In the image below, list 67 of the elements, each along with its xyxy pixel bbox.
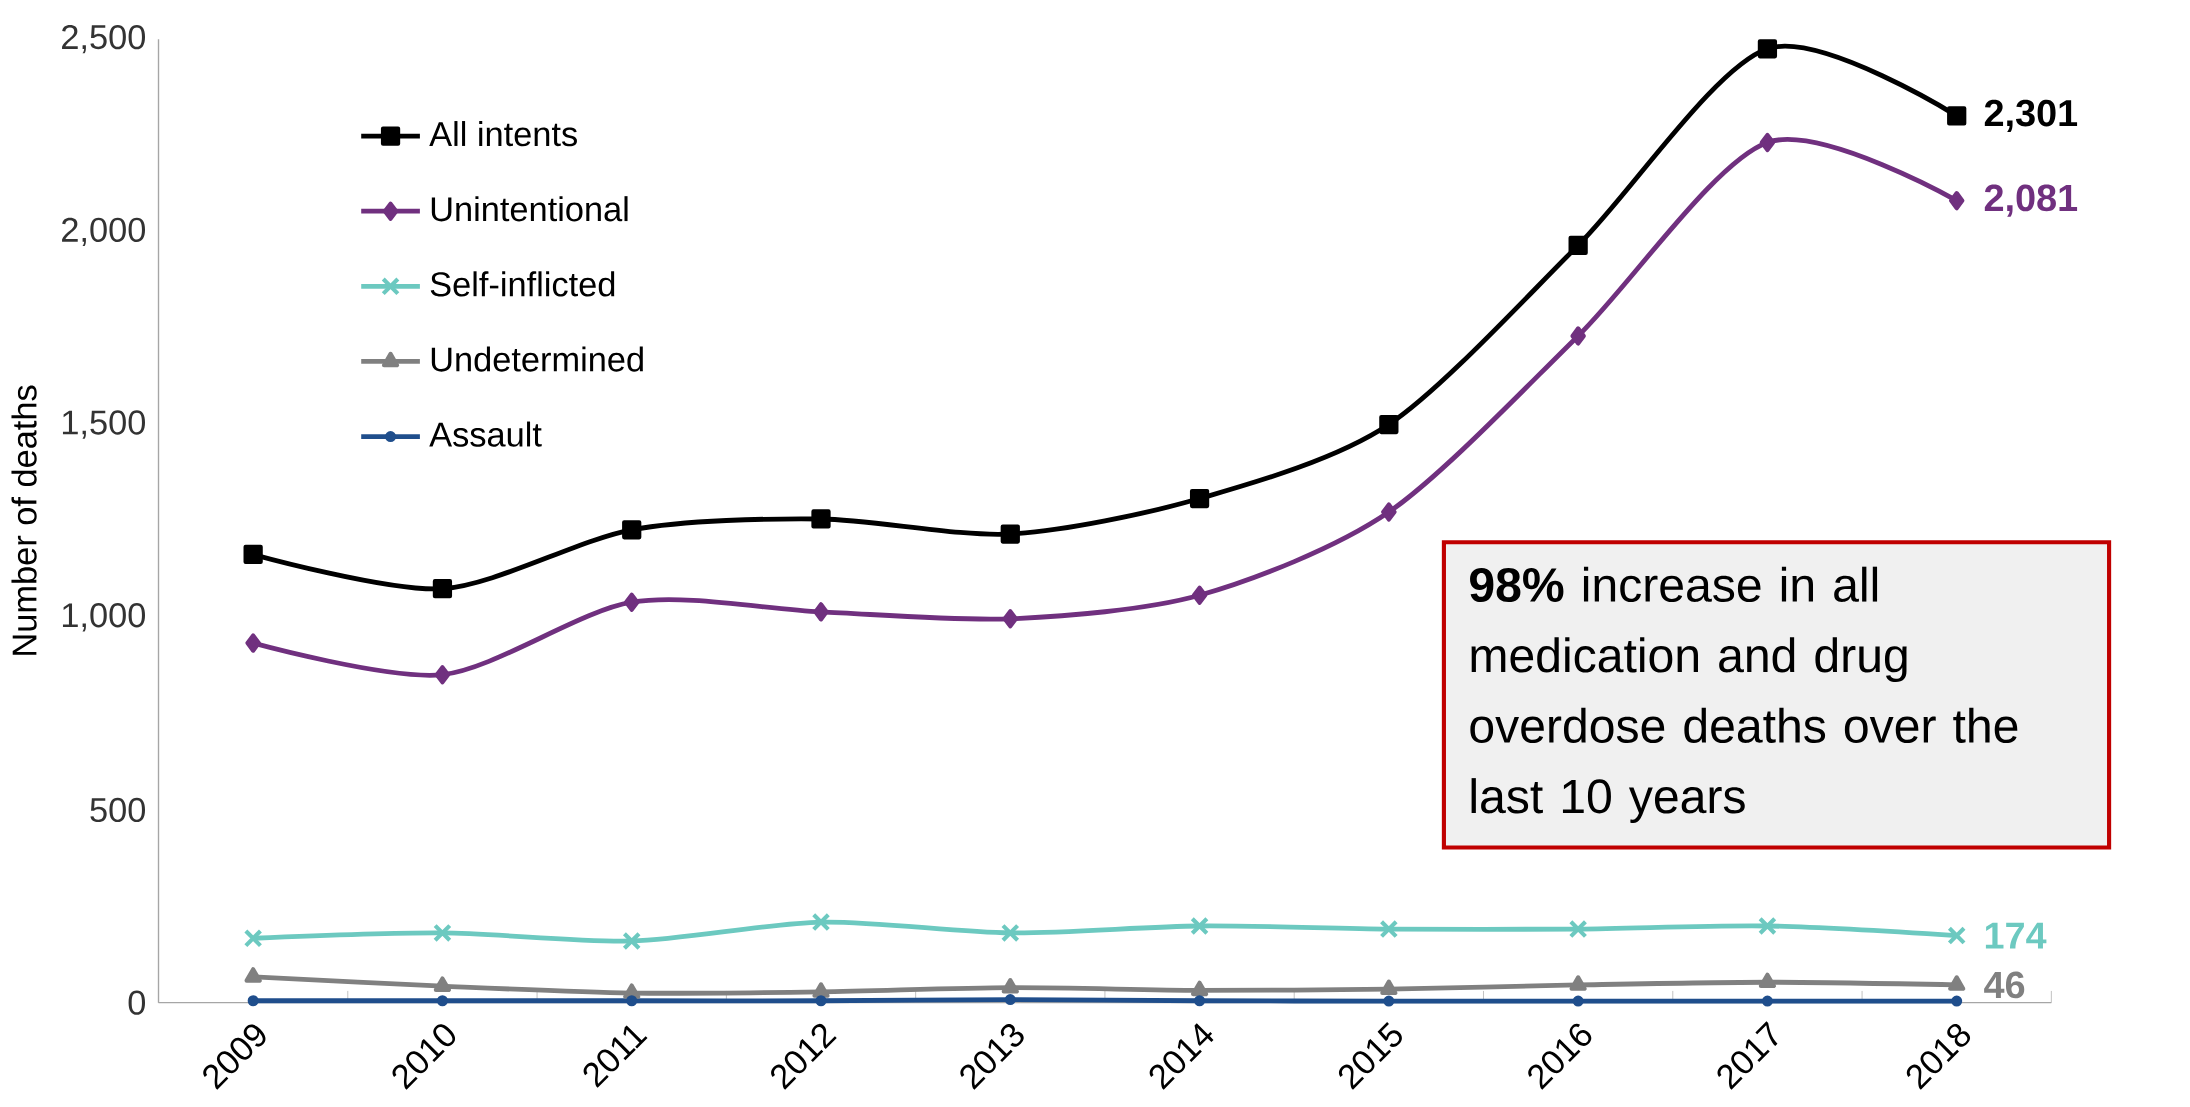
point bbox=[1190, 916, 1209, 936]
legend-label: Undetermined bbox=[431, 346, 643, 372]
point bbox=[1004, 993, 1016, 1005]
point bbox=[813, 602, 829, 622]
point bbox=[1758, 972, 1777, 988]
point bbox=[1948, 975, 1966, 991]
point bbox=[622, 931, 642, 951]
data-label: 174 bbox=[1985, 922, 2047, 949]
point bbox=[811, 912, 831, 932]
point bbox=[432, 578, 453, 599]
point bbox=[815, 995, 827, 1007]
point bbox=[433, 976, 452, 992]
point bbox=[1189, 488, 1210, 509]
legend-label: Self-inflicted bbox=[430, 271, 615, 297]
point bbox=[244, 967, 262, 983]
point bbox=[436, 995, 448, 1007]
point bbox=[1002, 608, 1019, 629]
point bbox=[1000, 923, 1020, 943]
point bbox=[245, 633, 261, 653]
point bbox=[1001, 977, 1019, 994]
point bbox=[1568, 919, 1588, 939]
y-axis-title: Number of deaths bbox=[11, 385, 37, 655]
point bbox=[1190, 980, 1209, 997]
y-tick-label: 2,000 bbox=[62, 217, 146, 246]
point bbox=[1569, 975, 1587, 991]
point bbox=[1000, 524, 1020, 544]
point bbox=[1759, 132, 1776, 152]
point bbox=[1948, 190, 1965, 211]
legend-label: All intents bbox=[429, 120, 577, 147]
point bbox=[1194, 995, 1206, 1007]
data-label: 46 bbox=[1984, 971, 2025, 999]
point bbox=[1572, 995, 1584, 1007]
y-tick-label: 0 bbox=[128, 990, 146, 1015]
y-tick-label: 1,500 bbox=[62, 410, 146, 439]
point bbox=[1758, 916, 1777, 936]
point bbox=[1947, 106, 1967, 126]
point bbox=[1951, 995, 1963, 1007]
y-tick-label: 500 bbox=[90, 797, 146, 822]
point bbox=[623, 983, 641, 999]
annotation: 98% increase in all medication and drug overdose deaths over the last 10 years bbox=[1470, 566, 2018, 823]
point bbox=[243, 928, 263, 948]
point bbox=[1761, 995, 1773, 1007]
point bbox=[623, 592, 640, 612]
point bbox=[626, 995, 638, 1007]
point bbox=[1379, 919, 1399, 939]
point bbox=[812, 982, 830, 998]
point bbox=[1381, 502, 1397, 522]
point bbox=[243, 544, 263, 564]
point bbox=[1380, 979, 1398, 995]
point bbox=[1379, 414, 1399, 435]
point bbox=[622, 519, 642, 540]
y-tick-label: 1,000 bbox=[62, 602, 146, 632]
point bbox=[811, 509, 831, 529]
point bbox=[1568, 235, 1588, 255]
y-tick-label: 2,500 bbox=[62, 24, 146, 54]
point bbox=[434, 664, 451, 685]
point bbox=[1383, 995, 1395, 1007]
point bbox=[247, 995, 259, 1007]
data-label: 2,301 bbox=[1984, 99, 2078, 132]
point bbox=[1947, 926, 1967, 945]
data-label: 2,081 bbox=[1984, 184, 2078, 217]
legend-label: Assault bbox=[429, 421, 542, 447]
point bbox=[1570, 326, 1586, 346]
point bbox=[1757, 38, 1778, 59]
point bbox=[433, 923, 452, 943]
legend-label: Unintentional bbox=[431, 195, 628, 222]
point bbox=[1191, 585, 1208, 605]
